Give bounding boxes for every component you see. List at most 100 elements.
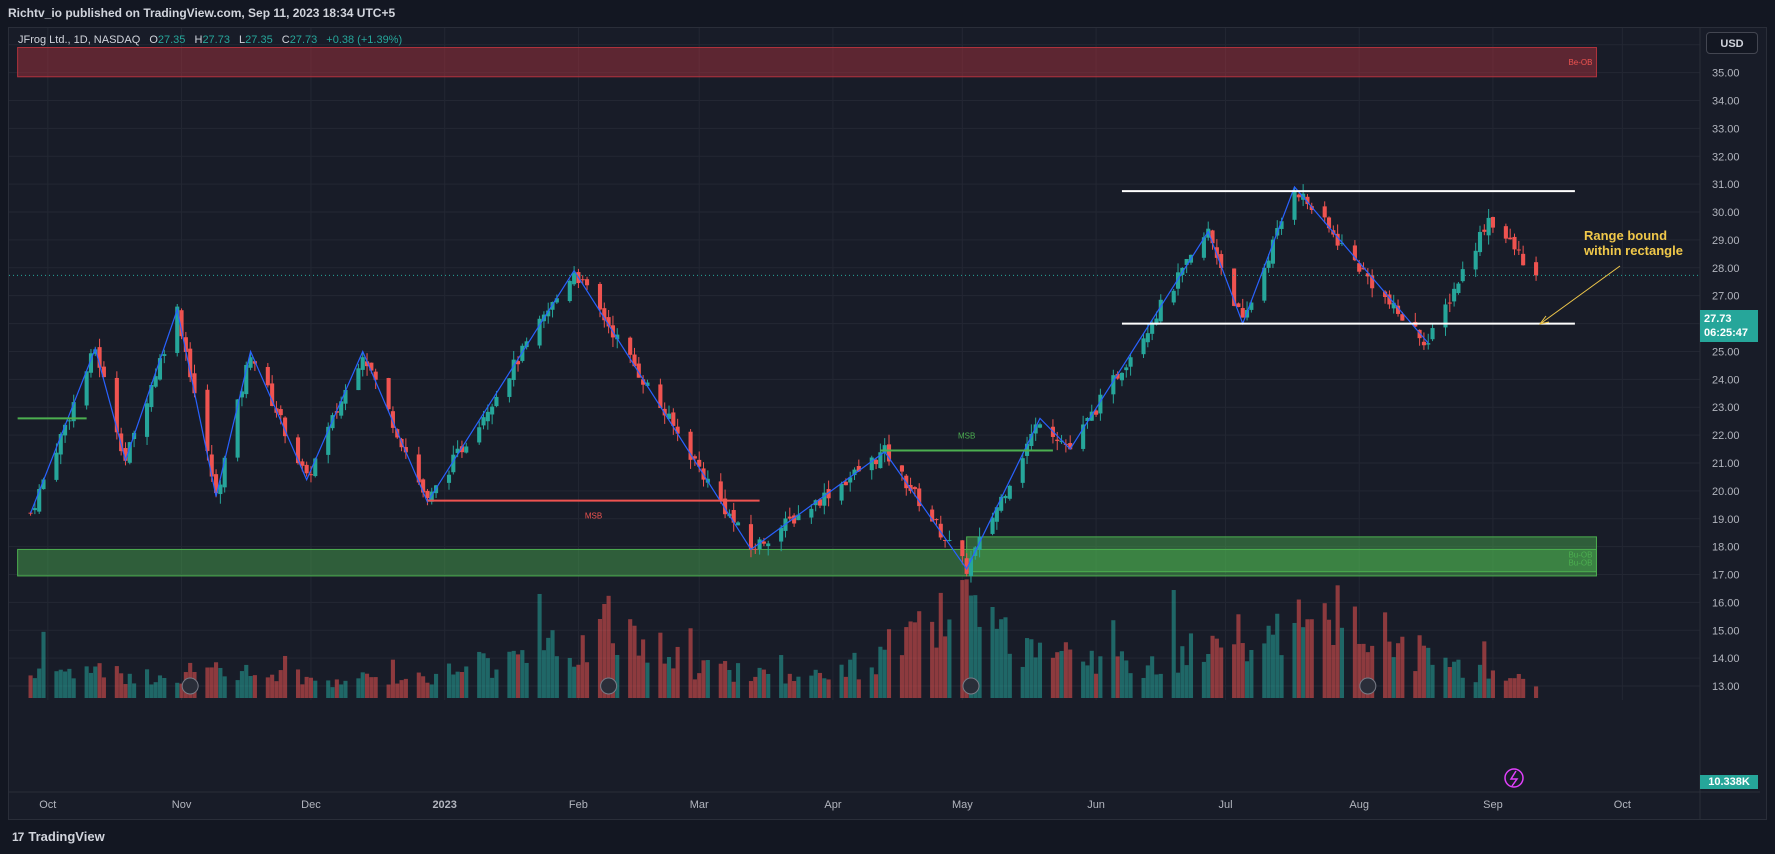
candle-body: [1240, 308, 1245, 318]
volume-bar: [1395, 643, 1401, 698]
volume-bar: [485, 658, 490, 698]
candle-body: [270, 383, 275, 406]
volume-bar: [1128, 673, 1133, 698]
volume-bar: [1232, 644, 1237, 698]
candle-body: [32, 508, 37, 511]
brand[interactable]: 17 TradingView: [12, 829, 105, 844]
volume-bar: [753, 676, 758, 698]
volume-bar: [1055, 652, 1060, 698]
volume-bar: [1460, 677, 1465, 698]
volume-bar: [727, 669, 732, 698]
y-tick-label: 14.00: [1712, 653, 1740, 665]
y-tick-label: 25.00: [1712, 346, 1740, 358]
candle-body: [1516, 249, 1521, 251]
candle-body: [1421, 341, 1426, 346]
volume-bar: [576, 664, 581, 698]
volume-bar: [1477, 664, 1483, 698]
volume-bar: [968, 595, 974, 698]
candle-body: [1417, 329, 1422, 339]
candle-body: [658, 384, 663, 409]
volume-bar: [274, 681, 279, 698]
volume-bar: [390, 659, 395, 698]
candle-body: [761, 541, 766, 544]
volume-bar: [602, 603, 607, 698]
candle-body: [1521, 253, 1526, 266]
earnings-icon: [181, 677, 199, 695]
volume-bar: [1443, 657, 1448, 698]
volume-bar: [1270, 634, 1275, 698]
volume-bar: [908, 621, 913, 698]
volume-bar: [761, 669, 766, 698]
candle-body: [917, 488, 922, 507]
volume-bar: [938, 592, 943, 698]
volume-bar: [1279, 655, 1284, 698]
volume-bar: [32, 678, 37, 698]
candle-body: [572, 272, 577, 285]
volume-bar: [688, 628, 693, 698]
volume-bar: [1447, 667, 1452, 698]
volume-bar: [63, 671, 68, 698]
candle-body: [313, 458, 318, 477]
candle-body: [662, 408, 667, 416]
candle-body: [326, 426, 331, 455]
candle-body: [395, 429, 400, 438]
volume-bar: [41, 631, 46, 698]
candle-body: [1365, 273, 1370, 277]
tradingview-logo-icon: 17: [12, 829, 24, 844]
volume-bar: [1426, 647, 1431, 698]
volume-bar: [886, 629, 892, 698]
zigzag-line: [30, 185, 1429, 571]
volume-bar: [1184, 665, 1189, 698]
volume-bar: [783, 683, 788, 698]
candle-body: [1214, 247, 1219, 258]
candlesticks: [28, 184, 1539, 583]
volume-bar: [1335, 585, 1340, 698]
currency-button[interactable]: USD: [1706, 32, 1758, 54]
candle-body: [580, 279, 585, 281]
volume-bar: [1245, 661, 1250, 698]
candle-body: [403, 447, 408, 453]
volume-bar: [1214, 638, 1219, 698]
candle-body: [451, 454, 456, 473]
candle-body: [1352, 245, 1357, 261]
volume-bar: [101, 677, 106, 698]
volume-bar: [477, 651, 482, 698]
candle-body: [235, 399, 240, 458]
candle-body: [1115, 373, 1120, 379]
volume-bar: [162, 677, 167, 698]
volume-bar: [339, 684, 344, 698]
volume-bar: [1400, 636, 1405, 698]
candle-body: [645, 382, 650, 386]
volume-bar: [157, 675, 163, 698]
volume-bar: [205, 667, 210, 698]
volume-bar: [1210, 635, 1215, 698]
candle-body: [149, 384, 154, 408]
candle-body: [779, 527, 784, 542]
candle-body: [524, 341, 529, 348]
volume-bar: [960, 580, 965, 698]
volume-bar: [132, 683, 137, 698]
candle-body: [675, 426, 680, 434]
y-tick-label: 34.00: [1712, 95, 1740, 107]
candle-body: [1447, 302, 1452, 304]
candle-body: [1210, 230, 1215, 244]
drawn-levels: [9, 190, 1700, 502]
x-tick-label: Feb: [569, 799, 588, 811]
high-label: H: [194, 34, 203, 46]
candle-body: [485, 411, 490, 422]
volume-bar: [1305, 619, 1310, 698]
volume-bar: [904, 627, 909, 698]
volume-bar: [597, 618, 603, 698]
candle-body: [766, 543, 771, 547]
candle-body: [356, 368, 361, 391]
volume-bar: [1175, 672, 1181, 698]
candle-body: [748, 524, 754, 550]
volume-bar: [813, 669, 818, 698]
volume-bar: [1081, 661, 1086, 698]
volume-bar: [127, 673, 132, 698]
volume-bar: [537, 593, 542, 698]
candle-body: [990, 517, 995, 534]
volume-bar: [735, 663, 741, 698]
